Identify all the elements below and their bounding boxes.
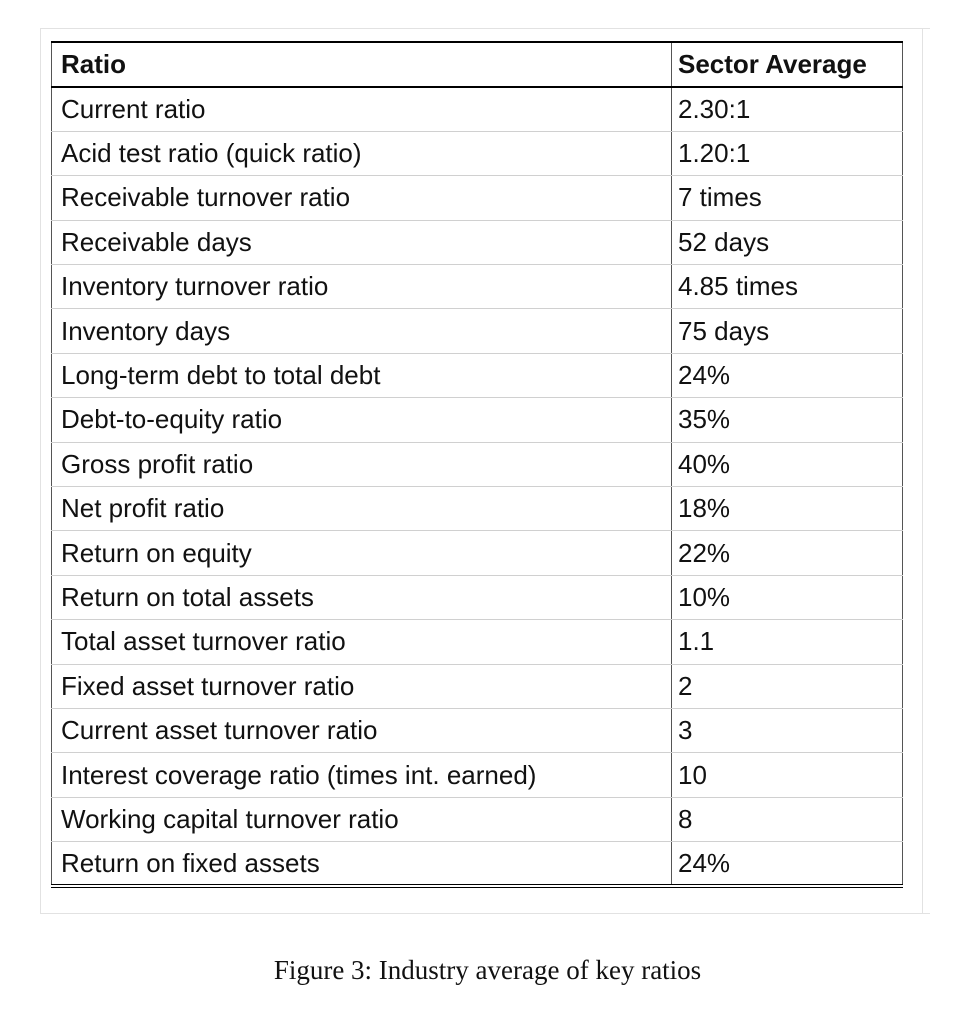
table-row: Fixed asset turnover ratio 2	[51, 664, 903, 709]
ratio-name-cell: Debt-to-equity ratio	[51, 397, 672, 443]
table-row: Return on fixed assets 24%	[51, 841, 903, 889]
ratio-table-container: Ratio Sector Average Current ratio 2.30:1…	[51, 41, 903, 889]
table-row: Debt-to-equity ratio 35%	[51, 397, 903, 443]
sector-average-cell: 2.30:1	[671, 87, 903, 132]
table-row: Current asset turnover ratio 3	[51, 708, 903, 754]
figure-caption: Figure 3: Industry average of key ratios	[273, 955, 702, 985]
ratio-name-cell: Receivable turnover ratio	[51, 175, 672, 221]
sector-average-cell: 18%	[671, 486, 903, 532]
table-row: Long-term debt to total debt 24%	[51, 353, 903, 399]
ratio-name-cell: Acid test ratio (quick ratio)	[51, 131, 672, 177]
sector-average-cell: 4.85 times	[671, 264, 903, 310]
sector-average-cell: 1.1	[671, 619, 903, 665]
table-row: Acid test ratio (quick ratio) 1.20:1	[51, 131, 903, 177]
column-header-sector-average: Sector Average	[671, 41, 903, 88]
table-row: Return on total assets 10%	[51, 575, 903, 621]
table-header: Ratio Sector Average	[51, 41, 903, 88]
ratio-name-cell: Receivable days	[51, 220, 672, 266]
table-row: Current ratio 2.30:1	[51, 87, 903, 132]
ratio-name-cell: Return on fixed assets	[51, 841, 672, 889]
ratio-name-cell: Long-term debt to total debt	[51, 353, 672, 399]
table-row: Inventory days 75 days	[51, 308, 903, 354]
sector-average-cell: 52 days	[671, 220, 903, 266]
table-row: Receivable days 52 days	[51, 220, 903, 266]
sector-average-cell: 24%	[671, 841, 903, 889]
table-row: Inventory turnover ratio 4.85 times	[51, 264, 903, 310]
table-row: Gross profit ratio 40%	[51, 442, 903, 488]
sector-average-cell: 8	[671, 797, 903, 843]
ratio-name-cell: Current asset turnover ratio	[51, 708, 672, 754]
gridline	[40, 28, 930, 29]
table-row: Net profit ratio 18%	[51, 486, 903, 532]
ratio-name-cell: Working capital turnover ratio	[51, 797, 672, 843]
gridline	[40, 913, 930, 914]
sector-average-cell: 24%	[671, 353, 903, 399]
ratio-name-cell: Net profit ratio	[51, 486, 672, 532]
ratio-name-cell: Fixed asset turnover ratio	[51, 664, 672, 709]
header-row: Ratio Sector Average	[51, 41, 903, 88]
ratio-name-cell: Return on total assets	[51, 575, 672, 621]
gridline	[922, 28, 923, 913]
ratio-name-cell: Inventory turnover ratio	[51, 264, 672, 310]
sector-average-cell: 2	[671, 664, 903, 709]
sector-average-cell: 10	[671, 752, 903, 798]
sector-average-cell: 35%	[671, 397, 903, 443]
ratio-table: Ratio Sector Average Current ratio 2.30:1…	[51, 41, 903, 889]
table-row: Return on equity 22%	[51, 530, 903, 576]
table-body: Current ratio 2.30:1 Acid test ratio (quic…	[51, 87, 903, 889]
table-row: Working capital turnover ratio 8	[51, 797, 903, 843]
ratio-name-cell: Interest coverage ratio (times int. earn…	[51, 752, 672, 798]
ratio-name-cell: Total asset turnover ratio	[51, 619, 672, 665]
table-row: Interest coverage ratio (times int. earn…	[51, 752, 903, 798]
sector-average-cell: 75 days	[671, 308, 903, 354]
sector-average-cell: 3	[671, 708, 903, 754]
table-row: Total asset turnover ratio 1.1	[51, 619, 903, 665]
ratio-name-cell: Current ratio	[51, 87, 672, 132]
ratio-name-cell: Inventory days	[51, 308, 672, 354]
sector-average-cell: 1.20:1	[671, 131, 903, 177]
sector-average-cell: 40%	[671, 442, 903, 488]
ratio-name-cell: Gross profit ratio	[51, 442, 672, 488]
column-header-ratio: Ratio	[51, 41, 672, 88]
sector-average-cell: 10%	[671, 575, 903, 621]
gridline	[40, 28, 41, 913]
ratio-name-cell: Return on equity	[51, 530, 672, 576]
sector-average-cell: 7 times	[671, 175, 903, 221]
sector-average-cell: 22%	[671, 530, 903, 576]
table-row: Receivable turnover ratio 7 times	[51, 175, 903, 221]
